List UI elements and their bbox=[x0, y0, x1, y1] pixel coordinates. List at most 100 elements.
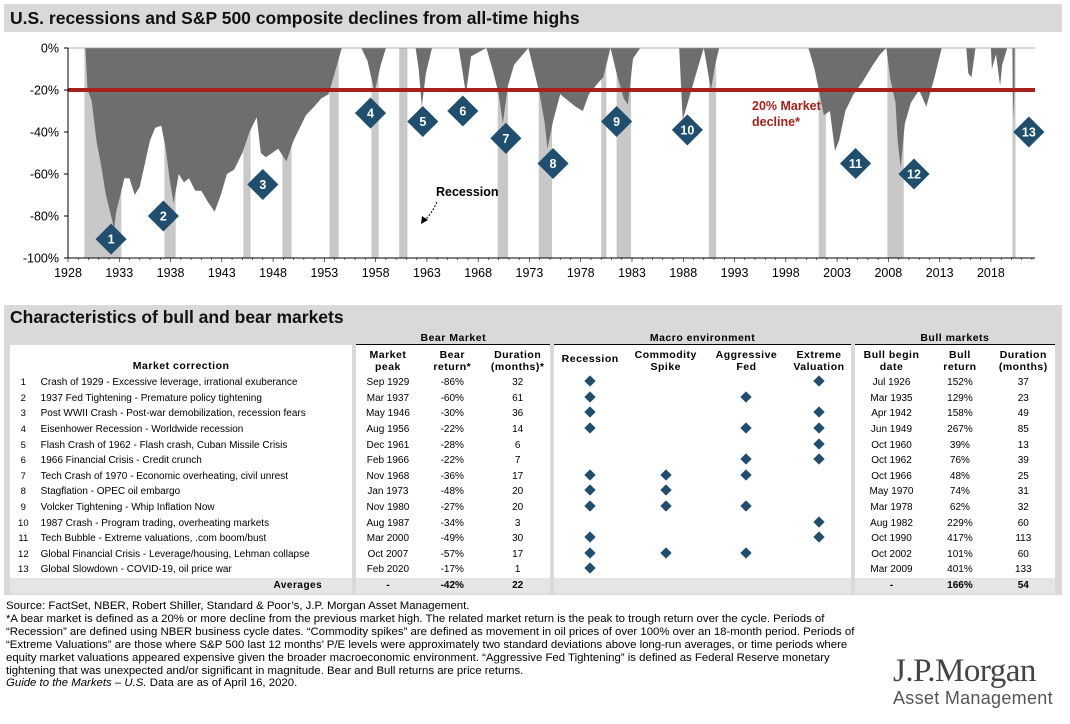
recession-annotation-arrowhead bbox=[421, 216, 428, 224]
y-tick-label: -80% bbox=[30, 210, 59, 224]
bear-duration: 7 bbox=[484, 452, 551, 469]
recession-flag bbox=[554, 530, 626, 547]
bear-duration: 20 bbox=[484, 484, 551, 500]
bear-return: -28% bbox=[419, 437, 485, 453]
diamond-icon bbox=[813, 375, 825, 387]
threshold-label: decline* bbox=[752, 115, 800, 129]
col-bear-return: Bear return* bbox=[419, 345, 485, 375]
fed-flag bbox=[705, 437, 788, 453]
row-description: Tech Bubble - Extreme valuations, .com b… bbox=[40, 530, 353, 547]
footnotes: Source: FactSet, NBER, Robert Shiller, S… bbox=[6, 600, 876, 690]
recession-band bbox=[243, 48, 251, 258]
averages-label: Averages bbox=[40, 577, 353, 594]
row-description: Eisenhower Recession - Worldwide recessi… bbox=[40, 421, 353, 438]
bull-begin: May 1970 bbox=[854, 484, 929, 500]
row-description: Flash Crash of 1962 - Flash crash, Cuban… bbox=[40, 437, 353, 453]
bull-begin: Oct 1966 bbox=[854, 468, 929, 485]
x-tick-label: 1988 bbox=[669, 266, 697, 280]
recession-band bbox=[1012, 48, 1016, 258]
episode-marker bbox=[95, 223, 127, 255]
diamond-icon bbox=[584, 547, 596, 559]
bear-return: -22% bbox=[419, 452, 485, 469]
bear-return: -60% bbox=[419, 390, 485, 407]
recession-band bbox=[371, 48, 379, 258]
recession-flag bbox=[554, 484, 626, 500]
fed-flag bbox=[705, 562, 788, 578]
x-tick-label: 1958 bbox=[362, 266, 390, 280]
diamond-icon bbox=[740, 422, 753, 434]
table-row: 9 Volcker Tightening - Whip Inflation Now… bbox=[10, 499, 1055, 516]
guide-note: Guide to the Markets – U.S. Data are as … bbox=[6, 677, 298, 690]
x-tick-label: 1968 bbox=[464, 266, 492, 280]
fed-flag bbox=[705, 484, 788, 500]
valuation-flag bbox=[787, 546, 851, 563]
diamond-icon bbox=[584, 562, 596, 575]
row-description: Global Financial Crisis - Leverage/housi… bbox=[40, 546, 353, 563]
episode-marker-label: 10 bbox=[680, 123, 694, 137]
bear-return: -17% bbox=[419, 562, 485, 578]
commodity-flag bbox=[625, 452, 706, 469]
x-tick-label: 1973 bbox=[516, 266, 544, 280]
diamond-icon bbox=[813, 406, 825, 419]
commodity-flag bbox=[625, 406, 706, 422]
row-number: 5 bbox=[10, 437, 41, 453]
valuation-flag bbox=[787, 437, 851, 453]
recession-flag bbox=[554, 515, 626, 531]
diamond-icon bbox=[740, 547, 753, 559]
episode-marker-label: 4 bbox=[367, 107, 374, 121]
col-extreme-valuation: Extreme Valuation bbox=[787, 345, 851, 375]
table-row: 4 Eisenhower Recession - Worldwide recess… bbox=[10, 421, 1055, 438]
recession-flag bbox=[554, 546, 626, 563]
row-description: Stagflation - OPEC oil embargo bbox=[40, 484, 353, 500]
y-tick-label: 0% bbox=[41, 42, 59, 56]
row-number: 1 bbox=[10, 375, 41, 391]
diamond-icon bbox=[813, 422, 825, 434]
bull-begin: Oct 1962 bbox=[854, 452, 929, 469]
bull-return: 401% bbox=[928, 562, 992, 578]
valuation-flag bbox=[787, 515, 851, 531]
bull-return: 48% bbox=[928, 468, 992, 485]
diamond-icon bbox=[813, 531, 825, 543]
diamond-icon bbox=[584, 531, 596, 543]
diamond-icon bbox=[740, 453, 753, 465]
valuation-flag bbox=[787, 375, 851, 391]
fed-flag bbox=[705, 452, 788, 469]
recession-flag bbox=[554, 468, 626, 485]
commodity-flag bbox=[625, 530, 706, 547]
diamond-icon bbox=[660, 484, 672, 497]
table-row: 10 1987 Crash - Program trading, overheat… bbox=[10, 515, 1055, 531]
diamond-icon bbox=[660, 500, 672, 512]
recession-flag bbox=[554, 499, 626, 516]
fed-flag bbox=[705, 499, 788, 516]
commodity-flag bbox=[625, 375, 706, 391]
diamond-icon bbox=[813, 515, 825, 528]
market-peak: May 1946 bbox=[356, 406, 420, 422]
market-peak: Sep 1929 bbox=[356, 375, 420, 391]
valuation-flag bbox=[787, 406, 851, 422]
market-peak: Nov 1980 bbox=[356, 499, 420, 516]
table-row: 8 Stagflation - OPEC oil embargo Jan 1973-… bbox=[10, 484, 1055, 500]
row-number: 2 bbox=[10, 390, 41, 407]
bull-return: 76% bbox=[928, 452, 992, 469]
threshold-label: 20% Market bbox=[752, 99, 822, 113]
group-header-bear: Bear Market bbox=[356, 332, 551, 345]
chart-title: U.S. recessions and S&P 500 composite de… bbox=[4, 4, 1062, 32]
market-peak: Dec 1961 bbox=[356, 437, 420, 453]
source-note: Source: FactSet, NBER, Robert Shiller, S… bbox=[6, 600, 470, 612]
x-tick-label: 1948 bbox=[259, 266, 287, 280]
row-description: 1987 Crash - Program trading, overheatin… bbox=[40, 515, 353, 531]
bull-duration: 23 bbox=[991, 390, 1055, 407]
fed-flag bbox=[705, 406, 788, 422]
y-tick-label: -40% bbox=[30, 126, 59, 140]
bear-duration: 3 bbox=[484, 515, 551, 531]
episode-marker-label: 13 bbox=[1022, 126, 1036, 140]
recession-band bbox=[399, 48, 408, 258]
col-bull-duration: Duration (months) bbox=[991, 345, 1055, 375]
episode-marker-label: 3 bbox=[259, 178, 266, 192]
bull-begin: Oct 1960 bbox=[854, 437, 929, 453]
bull-begin: Mar 1935 bbox=[854, 390, 929, 407]
bull-duration: 39 bbox=[991, 452, 1055, 469]
bull-duration: 60 bbox=[991, 546, 1055, 563]
market-peak: Feb 2020 bbox=[356, 562, 420, 578]
row-number: 8 bbox=[10, 484, 41, 500]
